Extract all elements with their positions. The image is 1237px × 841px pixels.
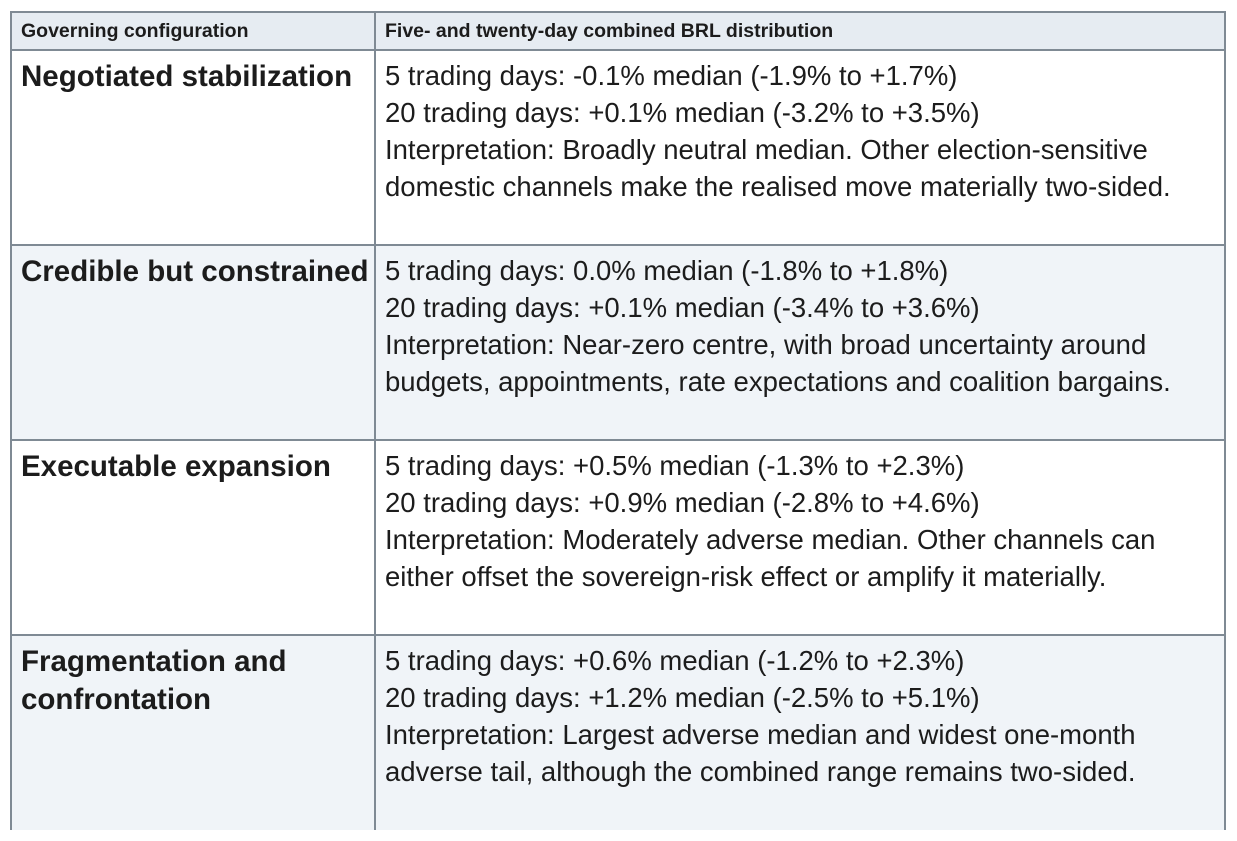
twenty-day-stat: 20 trading days: +0.1% median (-3.2% to … [385, 97, 980, 128]
interpretation-text: Interpretation: Broadly neutral median. … [385, 134, 1171, 202]
scenario-table-grid: Governing configuration Five- and twenty… [12, 13, 1224, 830]
row-distribution: 5 trading days: +0.6% median (-1.2% to +… [374, 634, 1224, 830]
row-config-label: Negotiated stabilization [12, 49, 376, 246]
twenty-day-stat: 20 trading days: +0.1% median (-3.4% to … [385, 292, 980, 323]
twenty-day-stat: 20 trading days: +0.9% median (-2.8% to … [385, 487, 980, 518]
interpretation-text: Interpretation: Largest adverse median a… [385, 719, 1136, 787]
five-day-stat: 5 trading days: +0.6% median (-1.2% to +… [385, 645, 965, 676]
five-day-stat: 5 trading days: +0.5% median (-1.3% to +… [385, 450, 965, 481]
scenario-table: Governing configuration Five- and twenty… [10, 11, 1226, 830]
header-row: Governing configuration Five- and twenty… [12, 13, 1224, 51]
row-distribution: 5 trading days: -0.1% median (-1.9% to +… [374, 49, 1224, 246]
five-day-stat: 5 trading days: -0.1% median (-1.9% to +… [385, 60, 958, 91]
five-day-stat: 5 trading days: 0.0% median (-1.8% to +1… [385, 255, 949, 286]
row-config-label: Fragmentation and confrontation [12, 634, 376, 830]
row-distribution: 5 trading days: +0.5% median (-1.3% to +… [374, 439, 1224, 636]
interpretation-text: Interpretation: Near-zero centre, with b… [385, 329, 1171, 397]
row-config-label: Executable expansion [12, 439, 376, 636]
header-governing-configuration: Governing configuration [12, 13, 376, 51]
interpretation-text: Interpretation: Moderately adverse media… [385, 524, 1156, 592]
header-brl-distribution: Five- and twenty-day combined BRL distri… [374, 13, 1224, 51]
twenty-day-stat: 20 trading days: +1.2% median (-2.5% to … [385, 682, 980, 713]
row-distribution: 5 trading days: 0.0% median (-1.8% to +1… [374, 244, 1224, 441]
table-row: Credible but constrained 5 trading days:… [12, 244, 1224, 441]
row-config-label: Credible but constrained [12, 244, 376, 441]
table-row: Fragmentation and confrontation 5 tradin… [12, 634, 1224, 830]
table-row: Executable expansion 5 trading days: +0.… [12, 439, 1224, 636]
table-row: Negotiated stabilization 5 trading days:… [12, 49, 1224, 246]
